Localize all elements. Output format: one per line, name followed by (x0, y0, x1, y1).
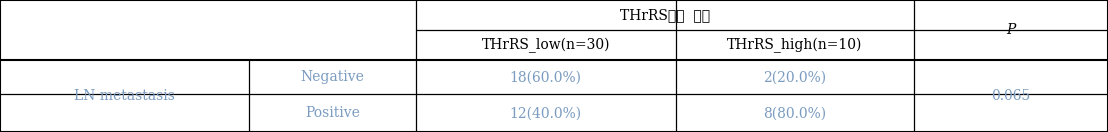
Text: Negative: Negative (300, 70, 365, 84)
Text: 2(20.0%): 2(20.0%) (763, 70, 827, 84)
Text: Positive: Positive (305, 106, 360, 120)
Text: THrRS_high(n=10): THrRS_high(n=10) (727, 38, 863, 53)
Text: THrRS발현  정도: THrRS발현 정도 (619, 8, 710, 22)
Text: 0.065: 0.065 (992, 89, 1030, 103)
Text: 18(60.0%): 18(60.0%) (510, 70, 582, 84)
Text: LN metastasis: LN metastasis (74, 89, 175, 103)
Text: 8(80.0%): 8(80.0%) (763, 106, 827, 120)
Text: 12(40.0%): 12(40.0%) (510, 106, 582, 120)
Text: THrRS_low(n=30): THrRS_low(n=30) (482, 38, 609, 53)
Text: P: P (1006, 23, 1016, 37)
